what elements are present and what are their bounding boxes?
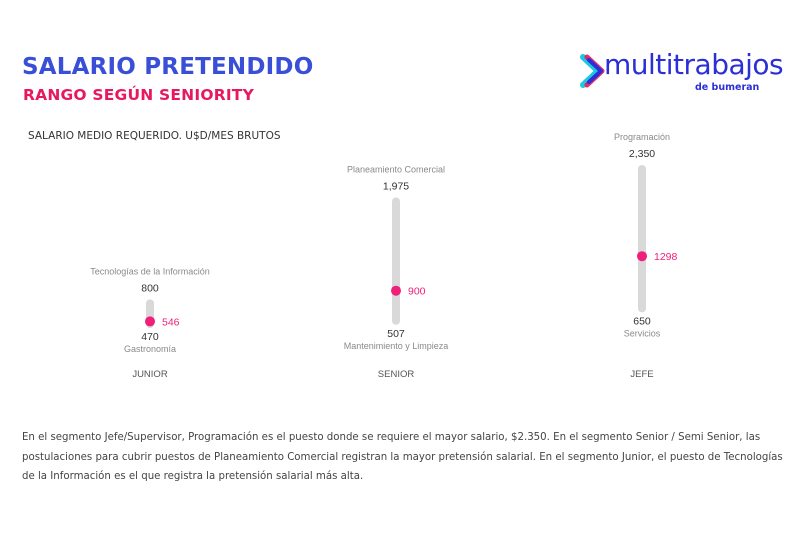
min-position-label: Servicios xyxy=(624,328,661,338)
min-position-label: Mantenimiento y Limpieza xyxy=(344,341,449,351)
max-position-label: Tecnologías de la Información xyxy=(90,266,210,276)
max-position-label: Planeamiento Comercial xyxy=(347,165,445,175)
multitrabajos-logo: multitrabajos de bumeran xyxy=(580,48,800,97)
min-value-label: 507 xyxy=(387,328,405,340)
max-value-label: 2,350 xyxy=(629,148,655,160)
mean-value-label: 900 xyxy=(408,286,426,298)
logo-brand: multitrabajos xyxy=(604,48,784,81)
logo-tagline: de bumeran xyxy=(695,82,760,93)
category-label-senior: SENIOR xyxy=(378,369,415,380)
range-bar-jefe xyxy=(638,165,646,313)
mean-marker-jefe xyxy=(637,251,647,262)
page-subtitle: RANGO SEGÚN SENIORITY xyxy=(23,86,254,104)
chevron-logo-icon xyxy=(580,54,605,88)
category-label-jefe: JEFE xyxy=(630,369,653,380)
description-paragraph: En el segmento Jefe/Supervisor, Programa… xyxy=(22,432,783,482)
min-position-label: Gastronomía xyxy=(124,344,176,354)
mean-marker-senior xyxy=(391,285,401,296)
category-label-junior: JUNIOR xyxy=(132,369,168,380)
max-value-label: 800 xyxy=(141,282,159,294)
max-value-label: 1,975 xyxy=(383,181,409,193)
range-bar-senior xyxy=(392,197,400,325)
page-title: SALARIO PRETENDIDO xyxy=(22,54,314,80)
range-chart: Tecnologías de la Información 800 470Gastr… xyxy=(90,132,678,380)
min-value-label: 650 xyxy=(633,315,651,327)
mean-value-label: 546 xyxy=(162,316,180,328)
min-value-label: 470 xyxy=(141,331,159,343)
max-position-label: Programación xyxy=(614,132,670,142)
mean-marker-junior xyxy=(145,316,155,327)
mean-value-label: 1298 xyxy=(654,251,678,263)
chart-title: SALARIO MEDIO REQUERIDO. U$D/MES BRUTOS xyxy=(28,130,281,142)
